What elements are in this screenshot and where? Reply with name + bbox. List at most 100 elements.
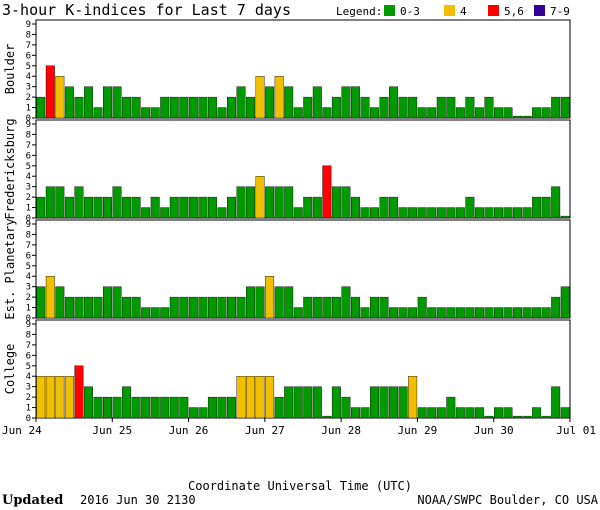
- k-index-bar: [436, 307, 446, 319]
- k-index-bar: [551, 296, 561, 319]
- k-index-bar: [503, 107, 513, 119]
- k-index-bar: [188, 296, 198, 319]
- k-index-bar: [474, 407, 484, 419]
- k-index-bar: [312, 386, 322, 419]
- k-index-bar: [436, 96, 446, 119]
- k-index-bar: [198, 296, 208, 319]
- y-tick-label: 3: [26, 183, 31, 193]
- y-tick-label: 6: [26, 151, 31, 161]
- k-index-bar: [274, 396, 284, 419]
- y-tick-label: 6: [26, 51, 31, 61]
- legend-entry-label: 5,6: [504, 5, 524, 18]
- k-index-bar: [83, 86, 93, 119]
- y-tick-label: 5: [26, 262, 31, 272]
- k-index-bar: [312, 196, 322, 219]
- k-index-bar: [322, 107, 332, 119]
- k-index-bar: [255, 76, 265, 119]
- y-tick-label: 0: [26, 114, 31, 124]
- k-index-bar: [36, 286, 46, 319]
- k-index-bar: [398, 207, 408, 219]
- y-tick-label: 6: [26, 251, 31, 261]
- legend-swatch: [488, 5, 499, 16]
- k-index-bar: [64, 196, 74, 219]
- y-tick-label: 2: [26, 393, 31, 403]
- k-index-bar: [236, 186, 246, 219]
- k-index-bar: [551, 386, 561, 419]
- k-index-bar: [370, 386, 379, 419]
- y-tick-label: 7: [26, 41, 31, 51]
- k-index-bar: [503, 307, 513, 319]
- k-index-bar: [494, 407, 503, 419]
- y-tick-label: 7: [26, 341, 31, 351]
- k-index-bar: [83, 196, 93, 219]
- k-index-bar: [64, 86, 74, 119]
- k-index-bar: [560, 286, 570, 319]
- k-index-bar: [541, 107, 551, 119]
- y-tick-label: 7: [26, 141, 31, 151]
- y-tick-label: 2: [26, 193, 31, 203]
- k-index-bar: [131, 296, 141, 319]
- y-tick-label: 1: [26, 404, 31, 414]
- k-index-bar: [474, 107, 484, 119]
- k-index-bar: [446, 307, 456, 319]
- k-index-bar: [179, 296, 189, 319]
- k-index-bar: [131, 196, 141, 219]
- k-index-bar: [331, 296, 341, 319]
- k-index-bar: [255, 376, 265, 419]
- k-index-bar: [93, 396, 103, 419]
- k-index-bar: [446, 207, 456, 219]
- k-index-bar: [427, 107, 437, 119]
- k-index-bar: [331, 386, 341, 419]
- k-index-bar: [417, 407, 427, 419]
- k-index-bar: [74, 365, 84, 419]
- k-index-bar: [179, 96, 189, 119]
- k-index-bar: [93, 107, 103, 119]
- legend-entry-label: 0-3: [400, 5, 420, 18]
- k-index-bar: [236, 296, 246, 319]
- k-index-bar: [522, 115, 532, 119]
- k-index-bar: [255, 286, 265, 319]
- k-index-bar: [427, 207, 437, 219]
- k-index-bar: [532, 307, 542, 319]
- k-index-bar: [112, 186, 122, 219]
- k-index-bar: [169, 396, 179, 419]
- k-index-bar: [446, 396, 456, 419]
- k-index-bar: [93, 296, 103, 319]
- k-index-bar: [169, 196, 179, 219]
- k-index-bar: [36, 376, 46, 419]
- k-index-bar: [389, 86, 399, 119]
- k-index-bar: [494, 207, 503, 219]
- k-index-bar: [217, 396, 227, 419]
- k-index-bar: [265, 186, 275, 219]
- k-index-bar: [45, 65, 55, 119]
- k-index-bar: [207, 296, 217, 319]
- k-index-bar: [227, 196, 236, 219]
- k-index-bar: [227, 296, 236, 319]
- k-index-bar: [188, 196, 198, 219]
- k-index-bar: [370, 296, 379, 319]
- k-index-bar: [389, 196, 399, 219]
- k-index-bar: [150, 196, 160, 219]
- y-tick-label: 1: [26, 104, 31, 114]
- k-index-bar: [408, 96, 418, 119]
- station-label: Est. Planetary: [3, 218, 17, 319]
- k-index-bar: [350, 296, 360, 319]
- k-index-bar: [436, 207, 446, 219]
- k-index-bar: [246, 286, 256, 319]
- k-index-bar: [551, 186, 561, 219]
- y-tick-label: 7: [26, 241, 31, 251]
- k-index-bar: [274, 286, 284, 319]
- k-index-bar: [408, 376, 418, 419]
- k-index-bar: [360, 207, 370, 219]
- x-tick-label: Jun 27: [245, 424, 285, 437]
- k-index-bar: [484, 207, 494, 219]
- k-index-bar: [236, 376, 246, 419]
- k-index-bar: [122, 386, 132, 419]
- y-tick-label: 3: [26, 283, 31, 293]
- k-index-bar: [465, 407, 475, 419]
- k-index-bar: [55, 186, 65, 219]
- y-tick-label: 9: [26, 120, 31, 130]
- k-index-bar: [494, 107, 503, 119]
